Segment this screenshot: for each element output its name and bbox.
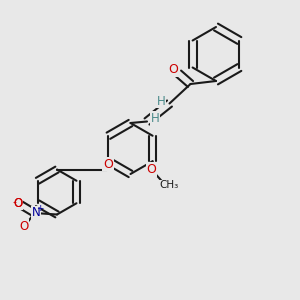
Text: O: O [147,163,156,176]
Text: O: O [103,158,113,171]
Text: O: O [14,196,22,210]
Text: H: H [151,112,160,125]
Text: +: + [36,204,44,213]
Text: -: - [12,196,16,207]
Text: O: O [20,220,28,233]
Text: N: N [32,206,40,220]
Text: O: O [14,196,22,210]
Text: CH₃: CH₃ [159,180,178,190]
Text: H: H [157,94,166,108]
Text: O: O [168,63,178,76]
